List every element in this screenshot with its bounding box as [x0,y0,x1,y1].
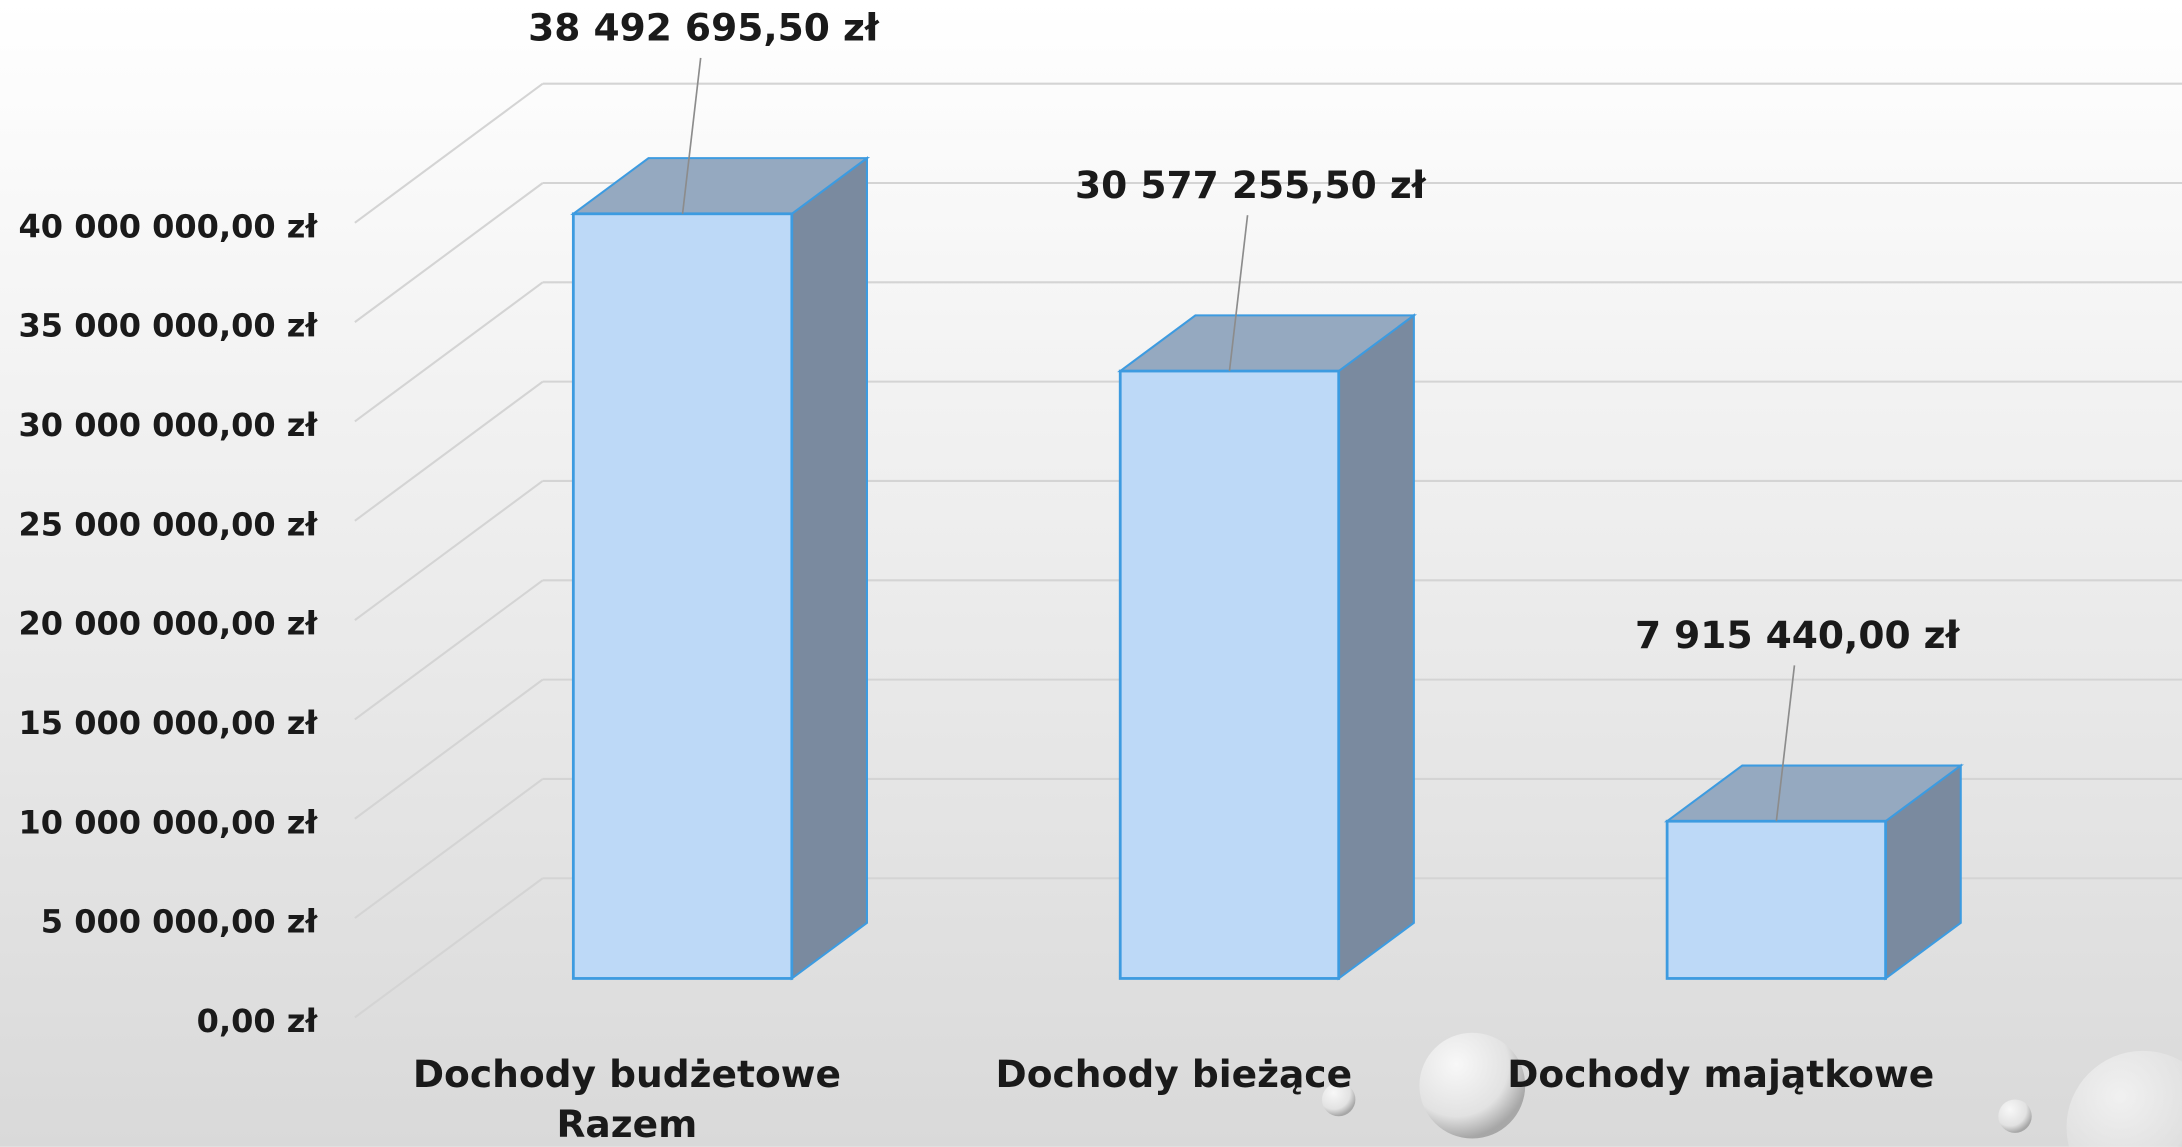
x-tick-label: Dochody budżetowe Razem [376,1051,877,1147]
bar [573,214,791,979]
y-tick-label: 35 000 000,00 zł [19,307,319,345]
x-label-box: Dochody budżetowe Razem [376,1051,877,1147]
bar [1667,821,1885,978]
page: 0,00 zł 5 000 000,00 zł 10 000 000,00 zł 15… [0,0,2182,1147]
value-label: 30 577 255,50 zł [1075,163,1427,207]
x-label-box: Dochody bieżące [923,1051,1424,1147]
y-tick-label: 5 000 000,00 zł [41,903,319,941]
value-label: 38 492 695,50 zł [528,6,880,50]
x-tick-label: Dochody majątkowe [1470,1051,1971,1101]
y-tick-label: 10 000 000,00 zł [19,803,319,841]
y-tick-label: 30 000 000,00 zł [19,406,319,444]
x-tick-label: Dochody bieżące [923,1051,1424,1101]
bar-side [792,158,867,978]
y-tick-label: 0,00 zł [197,1002,319,1040]
decor-drop [1998,1100,2031,1133]
bar [1120,371,1338,978]
chart: 0,00 zł 5 000 000,00 zł 10 000 000,00 zł 15… [0,0,2182,1147]
y-tick-label: 15 000 000,00 zł [19,704,319,742]
y-tick-label: 40 000 000,00 zł [19,207,319,245]
y-tick-label: 20 000 000,00 zł [19,605,319,643]
bar-side [1339,315,1414,978]
value-label: 7 915 440,00 zł [1635,613,1961,657]
x-label-box: Dochody majątkowe [1470,1051,1971,1147]
y-tick-label: 25 000 000,00 zł [19,505,319,543]
